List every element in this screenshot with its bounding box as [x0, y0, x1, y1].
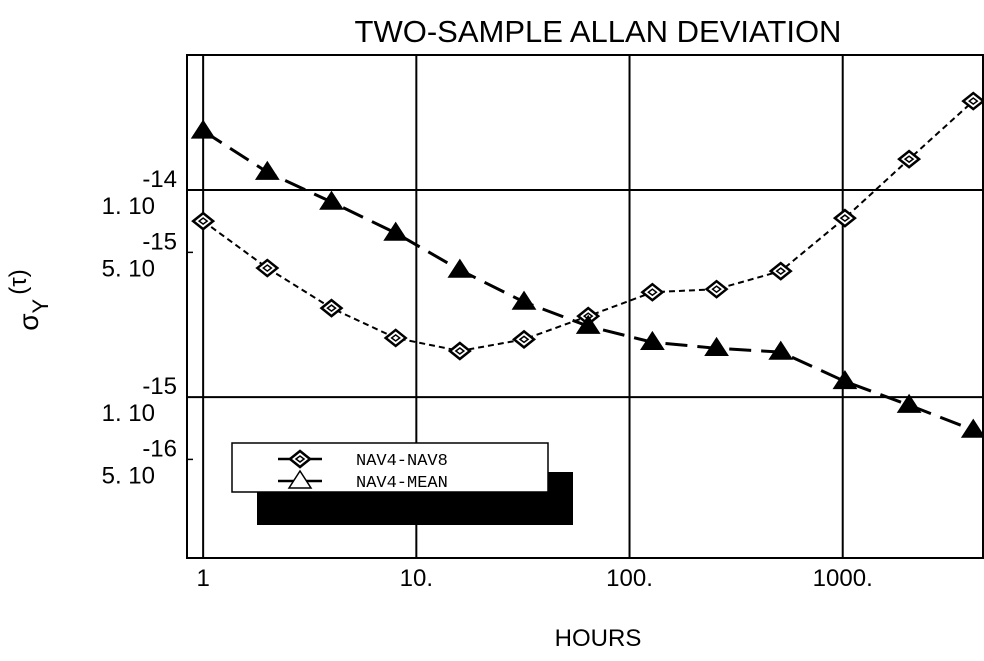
marker-shape — [287, 449, 313, 469]
y-tick-exponent: -15 — [142, 228, 177, 255]
marker — [511, 290, 537, 310]
marker — [768, 261, 793, 281]
marker-shape — [704, 279, 729, 299]
marker-shape — [294, 455, 306, 463]
marker-shape — [711, 285, 722, 294]
legend-label: NAV4-NAV8 — [356, 452, 448, 471]
y-tick-exponent: -14 — [142, 166, 177, 193]
x-tick-label: 1 — [196, 565, 209, 592]
plot-frame — [186, 54, 984, 559]
marker — [319, 190, 344, 210]
y-tick-label: 1. 10 — [102, 193, 155, 220]
marker — [254, 160, 280, 180]
marker-shape — [447, 341, 472, 361]
marker — [575, 314, 601, 334]
marker-shape — [518, 335, 530, 344]
marker-shape — [454, 347, 466, 355]
marker-shape — [383, 328, 408, 348]
marker-shape — [775, 267, 786, 276]
marker-shape — [326, 304, 337, 313]
marker — [512, 329, 537, 349]
chart-title: TWO-SAMPLE ALLAN DEVIATION — [355, 14, 842, 49]
marker — [832, 208, 857, 228]
marker-shape — [319, 298, 344, 318]
marker-shape — [832, 208, 857, 228]
marker-shape — [647, 288, 658, 297]
marker — [704, 279, 729, 299]
marker-shape — [512, 329, 537, 349]
marker — [832, 370, 858, 390]
marker-shape — [390, 334, 401, 342]
marker — [640, 330, 665, 350]
marker — [640, 282, 665, 302]
marker — [447, 341, 472, 361]
y-axis-label: σY (τ) — [5, 269, 53, 330]
y-tick-label: 5. 10 — [102, 462, 155, 489]
y-label-symbol: σ — [13, 313, 44, 330]
y-tick-label: 1. 10 — [102, 400, 155, 427]
marker — [383, 328, 408, 348]
y-tick-label: 5. 10 — [102, 255, 155, 282]
x-axis-label: HOURS — [555, 625, 642, 652]
marker-shape — [197, 217, 209, 226]
marker — [319, 298, 344, 318]
x-tick-label: 10. — [400, 565, 433, 592]
y-tick-exponent: -16 — [142, 435, 177, 462]
marker-shape — [897, 149, 922, 169]
marker — [768, 340, 794, 360]
x-tick-label: 100. — [606, 565, 653, 592]
marker-shape — [839, 214, 851, 223]
marker — [255, 258, 280, 278]
marker — [961, 91, 984, 111]
marker — [704, 336, 729, 357]
legend: NAV4-NAV8 NAV4-MEAN — [231, 442, 573, 525]
marker — [191, 211, 216, 231]
marker-shape — [255, 258, 280, 278]
marker-shape — [640, 282, 665, 302]
y-label-subscript: Y — [28, 298, 53, 313]
marker-shape — [968, 97, 979, 106]
y-label-argument: (τ) — [5, 269, 32, 294]
marker — [896, 393, 922, 413]
marker-shape — [262, 264, 273, 272]
marker — [287, 469, 313, 489]
legend-label: NAV4-MEAN — [356, 474, 448, 493]
marker — [190, 119, 216, 139]
legend-box — [231, 442, 549, 493]
marker-shape — [191, 211, 216, 231]
marker — [960, 418, 984, 438]
marker-shape — [961, 91, 984, 111]
x-tick-label: 1000. — [813, 565, 873, 592]
marker — [287, 449, 313, 469]
marker-shape — [768, 261, 793, 281]
marker — [383, 221, 409, 241]
y-tick-exponent: -15 — [142, 373, 177, 400]
marker — [897, 149, 922, 169]
marker — [447, 258, 473, 278]
marker-shape — [903, 155, 915, 164]
